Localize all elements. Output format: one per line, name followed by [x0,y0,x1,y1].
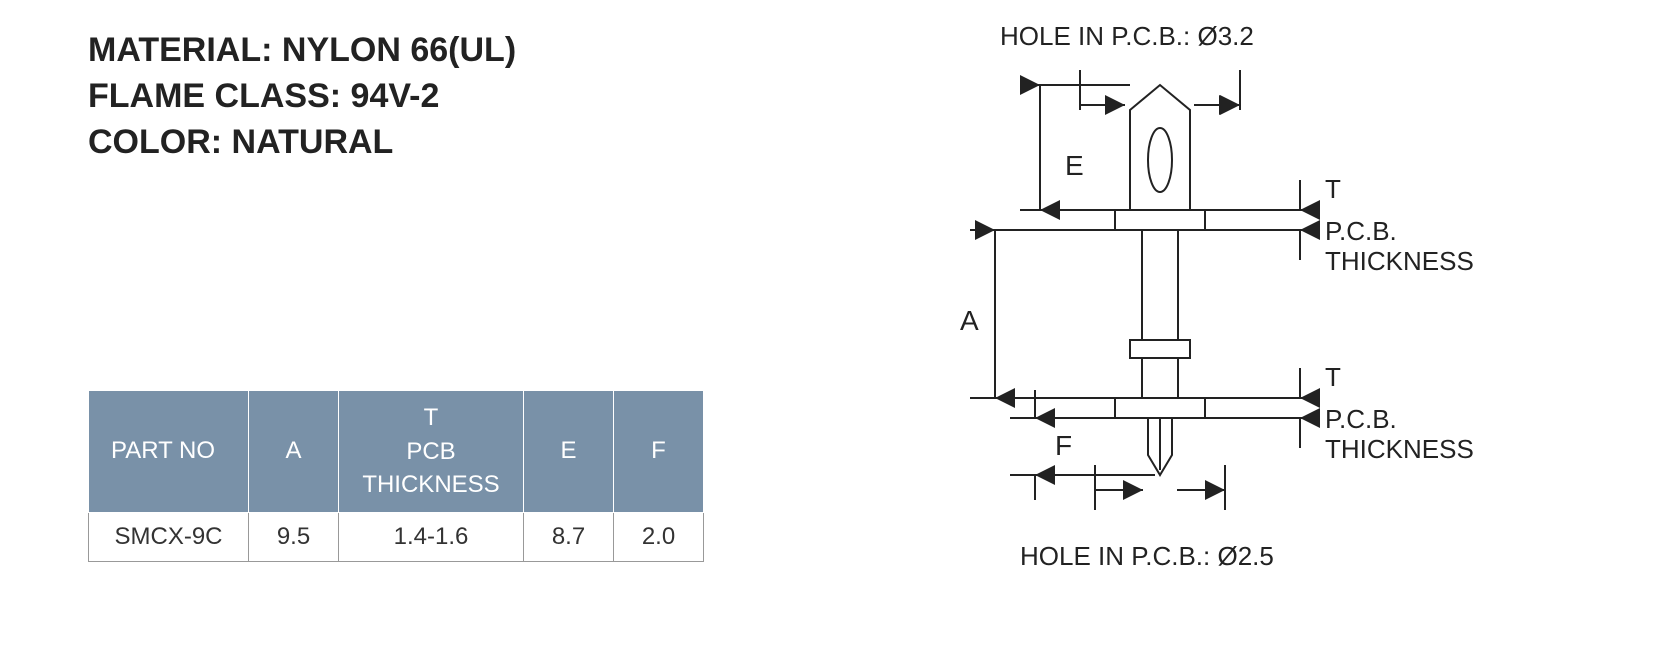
spec-flame-label: FLAME CLASS: [88,77,341,115]
col-part-header: PART NO [89,391,249,513]
cell-part: SMCX-9C [89,512,249,561]
dim-t-top-label: T [1325,174,1341,204]
dim-f-label: F [1055,430,1072,461]
drawing-svg: HOLE IN P.C.B.: Ø3.2 E A F T P.C.B. THIC… [870,10,1570,630]
spec-color: COLOR: NATURAL [88,120,516,166]
spec-color-value: NATURAL [232,123,394,161]
spec-flame-value: 94V-2 [351,77,440,115]
spec-material-value: NYLON 66(UL) [282,31,516,69]
technical-drawing: HOLE IN P.C.B.: Ø3.2 E A F T P.C.B. THIC… [870,10,1570,630]
cell-e: 8.7 [524,512,614,561]
dim-a-label: A [960,305,979,336]
dim-t-bot-label: T [1325,362,1341,392]
pcb-bot-line2: THICKNESS [1325,434,1474,464]
col-t-line3: THICKNESS [353,468,509,502]
col-t-line2: PCB [353,435,509,469]
col-e-header: E [524,391,614,513]
spec-material-label: MATERIAL: [88,31,272,69]
pcb-top-line1: P.C.B. [1325,216,1397,246]
parts-table-wrapper: PART NO A T PCB THICKNESS E F SMCX-9C 9.… [88,390,704,562]
spec-material: MATERIAL: NYLON 66(UL) [88,28,516,74]
spec-color-label: COLOR: [88,123,222,161]
table-row: SMCX-9C 9.5 1.4-1.6 8.7 2.0 [89,512,704,561]
col-f-header: F [614,391,704,513]
col-t-header: T PCB THICKNESS [339,391,524,513]
material-specs: MATERIAL: NYLON 66(UL) FLAME CLASS: 94V-… [88,28,516,166]
dim-e-label: E [1065,150,1084,181]
cell-f: 2.0 [614,512,704,561]
pcb-top-line2: THICKNESS [1325,246,1474,276]
pcb-bot-line1: P.C.B. [1325,404,1397,434]
parts-table: PART NO A T PCB THICKNESS E F SMCX-9C 9.… [88,390,704,562]
cell-t: 1.4-1.6 [339,512,524,561]
col-a-header: A [249,391,339,513]
label-bottom-hole: HOLE IN P.C.B.: Ø2.5 [1020,541,1274,571]
table-header-row: PART NO A T PCB THICKNESS E F [89,391,704,513]
label-top-hole: HOLE IN P.C.B.: Ø3.2 [1000,21,1254,51]
spec-flame: FLAME CLASS: 94V-2 [88,74,516,120]
cell-a: 9.5 [249,512,339,561]
col-t-line1: T [353,401,509,435]
